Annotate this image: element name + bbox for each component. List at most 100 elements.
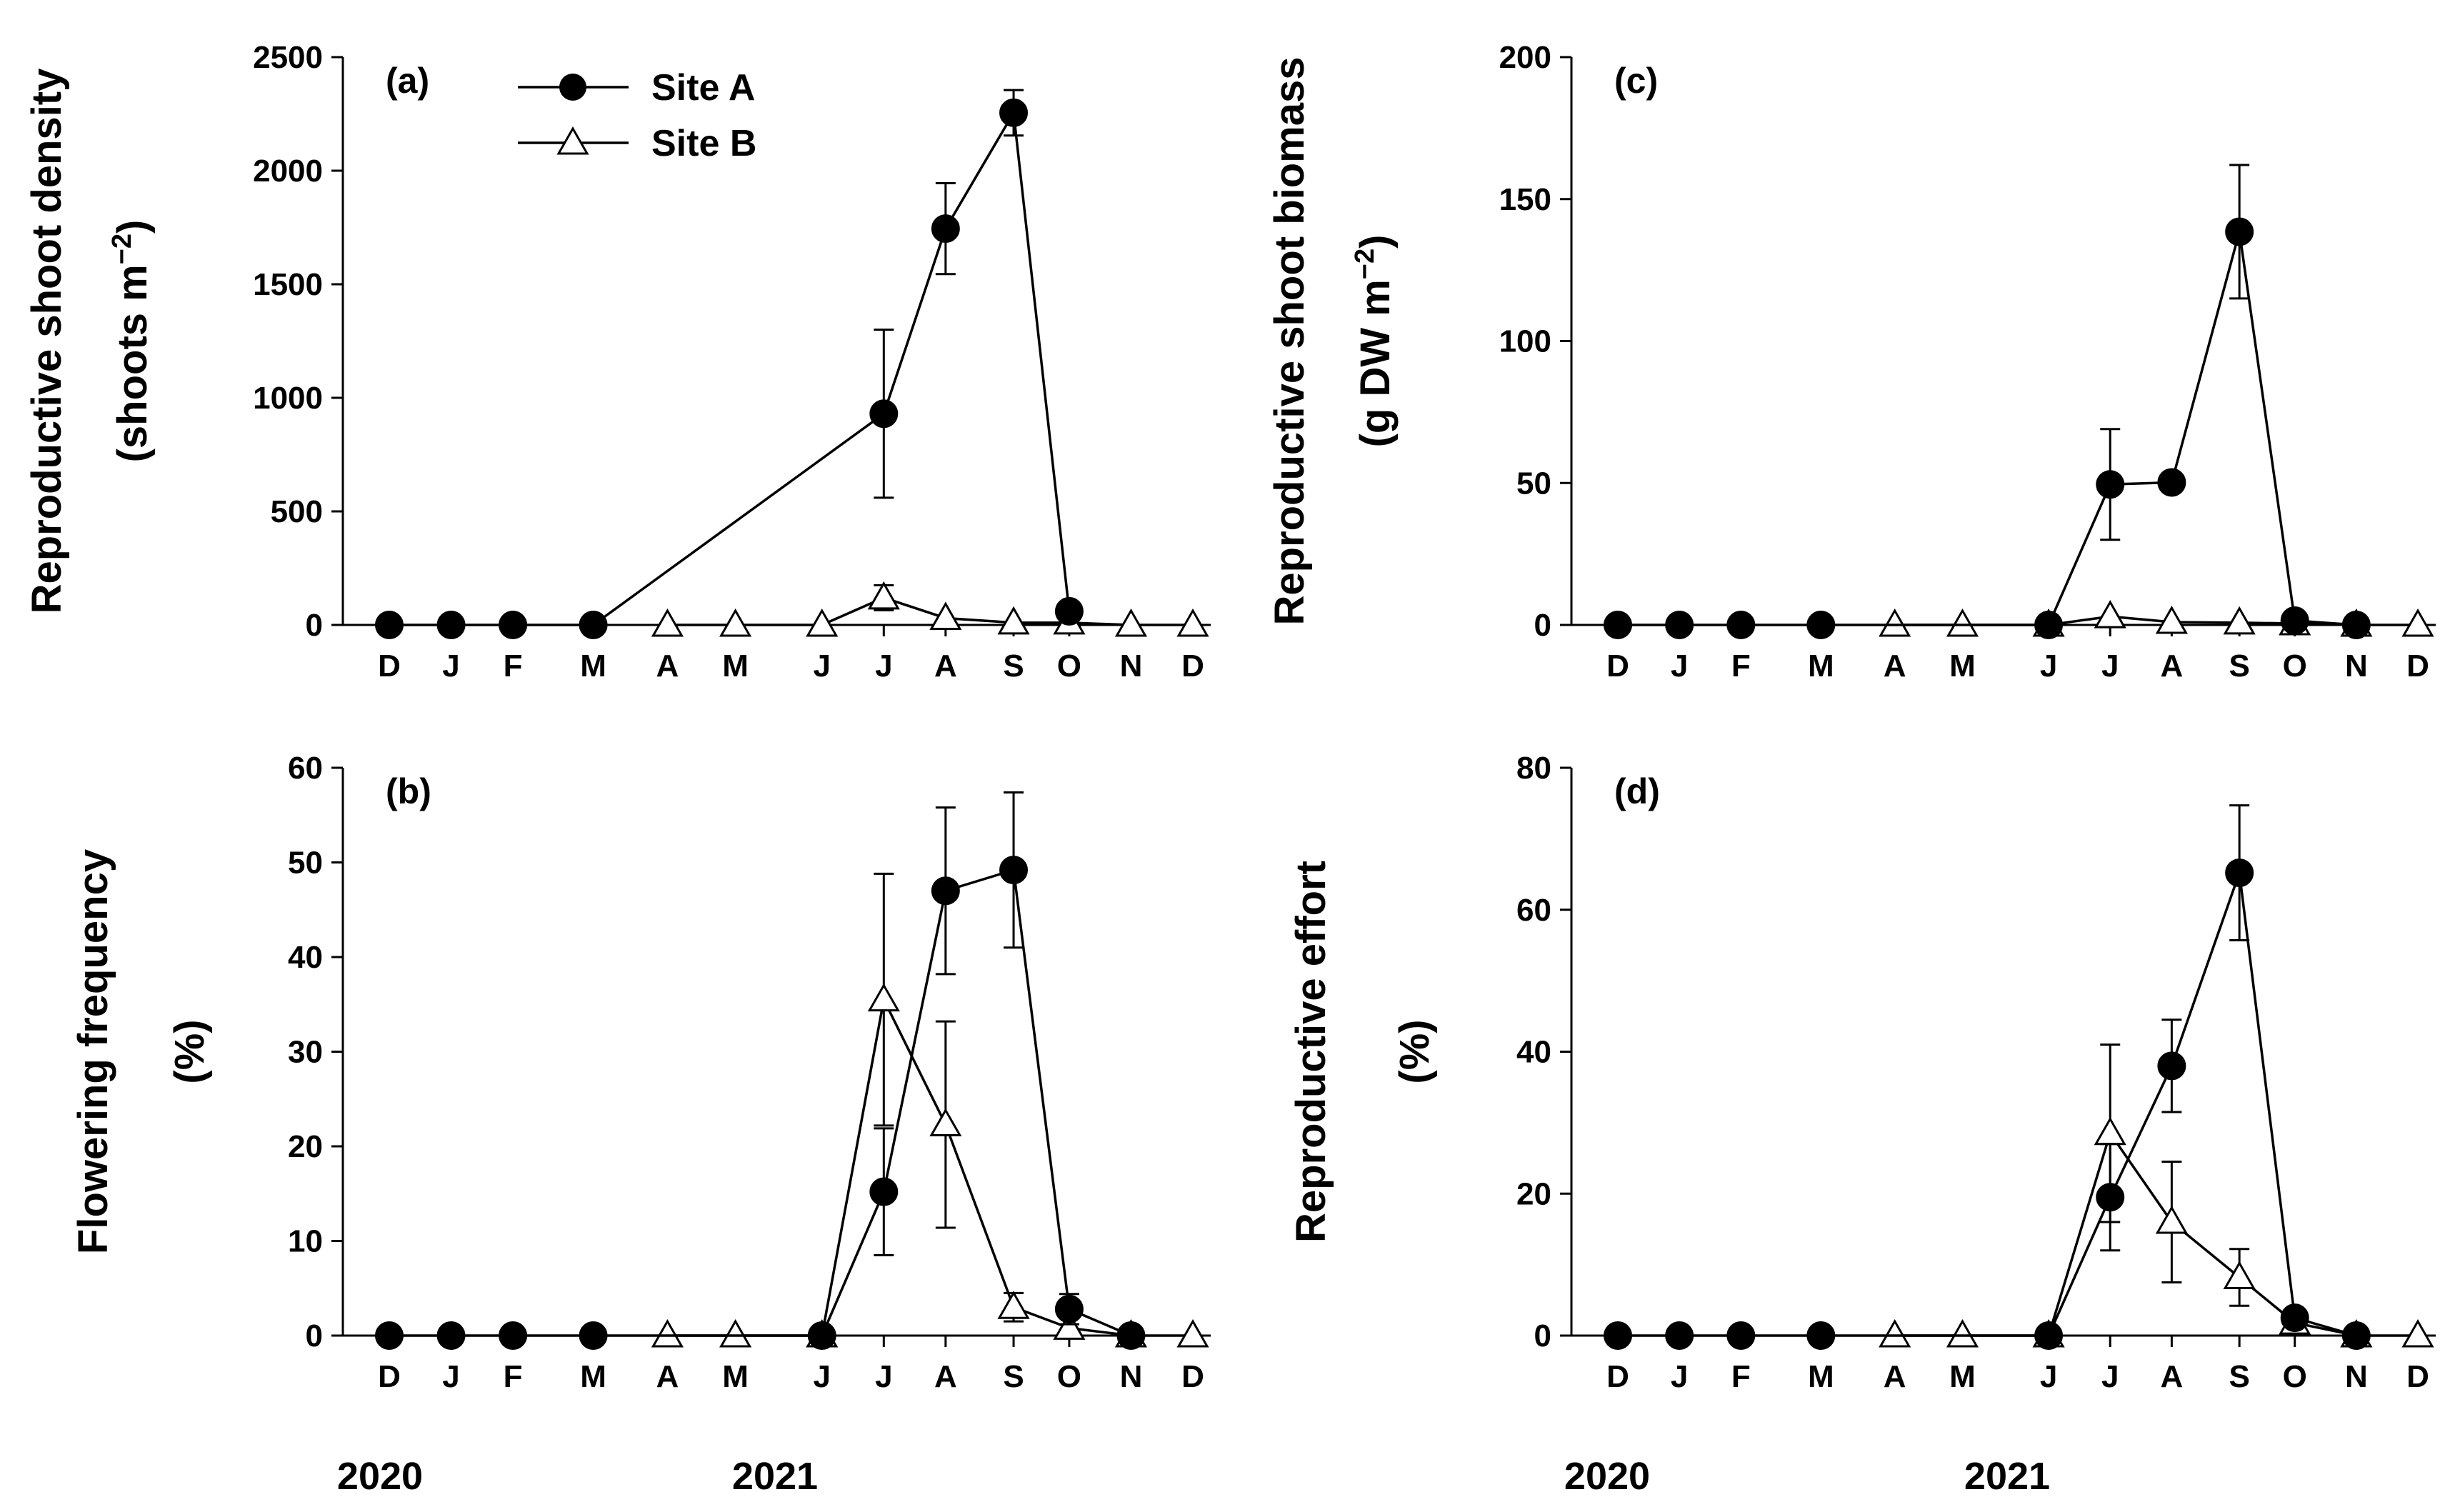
y-tick-label: 40 <box>1516 1035 1551 1070</box>
x-tick-label: J <box>814 649 831 684</box>
data-point-site-a <box>2341 1321 2371 1350</box>
data-point-site-a <box>999 98 1029 127</box>
data-point-site-a <box>2225 217 2254 246</box>
x-tick-label: A <box>656 649 679 684</box>
data-point-site-b <box>2155 1205 2188 1234</box>
data-point-site-a <box>2034 1321 2064 1350</box>
x-tick-label: O <box>1057 649 1081 684</box>
x-tick-label: A <box>2160 1359 2183 1394</box>
data-point-site-a <box>1116 1321 1146 1350</box>
legend: Site A Site B <box>518 67 756 164</box>
y-tick-label: 0 <box>306 1318 323 1353</box>
year-label-2020: 2020 <box>1564 1455 1650 1498</box>
series-site-a <box>375 89 1084 639</box>
data-point-site-a <box>2157 1051 2186 1081</box>
data-point-site-b <box>2094 1116 2126 1146</box>
x-tick-label: J <box>442 649 459 684</box>
series-line <box>389 868 1132 1337</box>
data-point-site-b <box>997 606 1030 635</box>
x-tick-label: N <box>2345 1359 2368 1394</box>
panel-a: 0 500 1000 1500 2000 2500 D J F M A M J J A S O N D Reprodu… <box>24 40 1211 684</box>
data-point-site-a <box>579 1321 608 1350</box>
data-point-site-a <box>499 1321 528 1350</box>
y-tick-label: 100 <box>1499 324 1551 359</box>
x-tick-label: A <box>2160 649 2183 684</box>
data-point-site-a <box>931 876 960 906</box>
x-tick-label: O <box>2283 1359 2307 1394</box>
panel-b: 0 10 20 30 40 50 60 D J F M A M J J A S O N D Flowering freq… <box>70 751 1211 1394</box>
x-tick-label: M <box>1808 1359 1834 1394</box>
data-point-site-a <box>2280 606 2309 636</box>
y-tick-label: 1000 <box>253 381 323 416</box>
data-point-site-a <box>436 1321 466 1350</box>
data-point-site-b <box>1114 608 1148 637</box>
panel-label: (d) <box>1614 771 1660 811</box>
year-labels: 2020 2021 2020 2021 <box>337 1455 2050 1498</box>
data-point-site-b <box>2223 606 2256 635</box>
x-tick-label: D <box>1181 649 1204 684</box>
x-tick-label: D <box>1181 1359 1204 1394</box>
data-point-site-a <box>931 214 960 244</box>
legend-marker-site-a <box>559 74 586 101</box>
data-point-site-b <box>929 601 962 630</box>
y-tick-label: 80 <box>1516 751 1551 786</box>
data-point-site-b <box>1879 1318 1911 1348</box>
data-point-site-a <box>1726 1321 1756 1350</box>
x-tick-label: J <box>2040 649 2057 684</box>
data-point-site-b <box>719 1318 752 1348</box>
y-tick-label: 30 <box>288 1035 323 1070</box>
series-site-b <box>1879 1043 2434 1348</box>
legend-label-site-a: Site A <box>651 67 755 109</box>
panel-label: (a) <box>386 61 429 101</box>
y-tick-label: 500 <box>271 494 323 529</box>
y-tick-label: 2000 <box>253 154 323 189</box>
y-axis-unit: (shoots m−2) <box>107 220 156 463</box>
series-line <box>389 109 1071 626</box>
y-tick-label: 2500 <box>253 40 323 75</box>
x-tick-label: M <box>1949 1359 1976 1394</box>
x-tick-label: J <box>2040 1359 2057 1394</box>
x-tick-label: F <box>504 649 523 684</box>
x-tick-label: N <box>1120 1359 1143 1394</box>
x-tick-label: A <box>1884 649 1906 684</box>
y-tick-label: 20 <box>288 1129 323 1164</box>
x-tick-label: J <box>1671 649 1688 684</box>
series-line <box>1618 872 2357 1337</box>
x-tick-label: M <box>722 1359 749 1394</box>
y-tick-label: 200 <box>1499 40 1551 75</box>
data-point-site-a <box>1806 1321 1836 1350</box>
x-tick-label: S <box>1003 1359 1024 1394</box>
x-tick-label: J <box>2101 1359 2119 1394</box>
data-point-site-b <box>651 608 684 637</box>
data-point-site-a <box>1054 596 1084 626</box>
y-tick-label: 0 <box>306 608 323 643</box>
x-tick-label: F <box>504 1359 523 1394</box>
data-point-site-a <box>2157 468 2186 497</box>
y-tick-label: 1500 <box>253 267 323 302</box>
y-axis-title: Reproductive shoot density <box>24 69 70 614</box>
x-tick-label: N <box>1120 649 1143 684</box>
data-point-site-a <box>999 856 1029 885</box>
data-point-site-a <box>1604 1321 1632 1350</box>
x-tick-label: N <box>2345 649 2368 684</box>
data-point-site-b <box>867 983 900 1012</box>
x-tick-label: A <box>934 1359 957 1394</box>
data-point-site-a <box>1665 1321 1694 1350</box>
x-tick-label: J <box>875 1359 892 1394</box>
x-tick-label: J <box>814 1359 831 1394</box>
x-tick-label: J <box>875 649 892 684</box>
y-axis-unit: (g DW m−2) <box>1350 235 1399 448</box>
panel-label: (c) <box>1614 61 1658 101</box>
x-tick-label: O <box>1057 1359 1081 1394</box>
data-point-site-a <box>375 1321 404 1350</box>
y-tick-label: 50 <box>1516 466 1551 501</box>
data-point-site-a <box>2096 1183 2125 1212</box>
x-tick-label: S <box>2229 649 2249 684</box>
data-point-site-b <box>1176 608 1209 637</box>
panel-c: 0 50 100 150 200 D J F M A M J J A S O N D Reproductive sh… <box>1266 40 2436 684</box>
data-point-site-a <box>869 1177 899 1206</box>
data-point-site-a <box>579 611 608 639</box>
data-point-site-a <box>2034 611 2064 639</box>
data-point-site-b <box>2155 606 2188 634</box>
